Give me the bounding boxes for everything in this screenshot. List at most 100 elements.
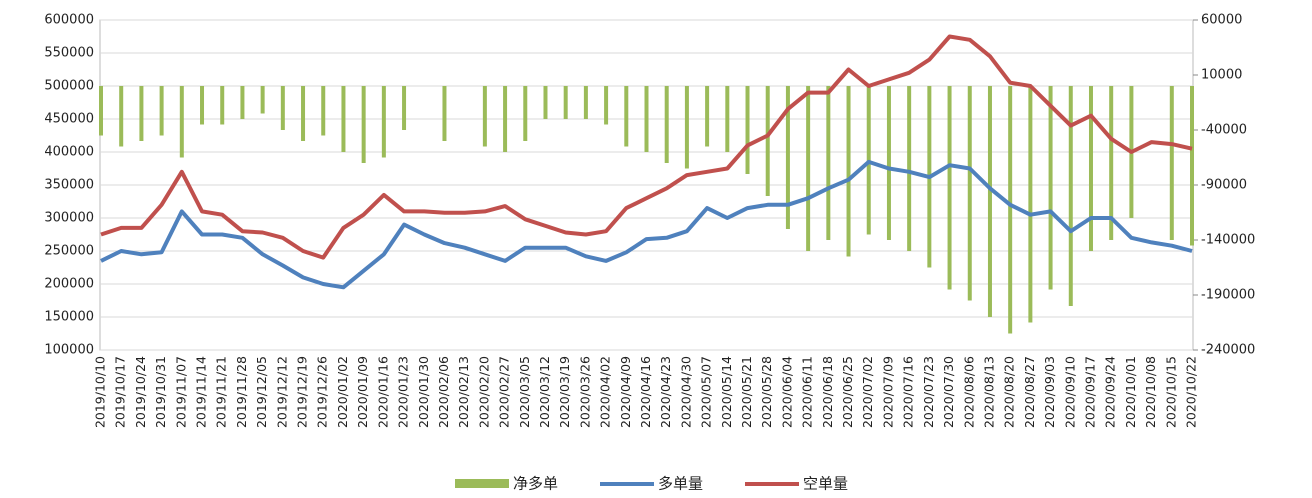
x-tick-label: 2019/12/12: [274, 356, 289, 428]
x-tick-label: 2020/04/09: [618, 356, 633, 428]
x-tick-label: 2019/10/31: [153, 356, 168, 428]
bar: [1169, 86, 1174, 240]
x-tick-label: 2020/07/16: [901, 356, 916, 428]
x-tick-label: 2020/05/14: [719, 356, 734, 428]
x-tick-label: 2020/01/23: [396, 356, 411, 428]
x-tick-label: 2019/10/24: [133, 356, 148, 428]
y-tick-label: 150000: [44, 310, 94, 325]
x-tick-label: 2020/04/02: [598, 356, 613, 428]
y-tick-label: 300000: [44, 211, 94, 226]
bar: [583, 86, 588, 119]
x-tick-label: 2020/03/26: [577, 356, 592, 428]
bar: [543, 86, 548, 119]
y-tick-label: 600000: [44, 13, 94, 28]
x-tick-label: 2019/11/07: [173, 356, 188, 428]
bar: [1048, 86, 1053, 290]
bar: [200, 86, 205, 125]
x-tick-label: 2020/10/01: [1123, 356, 1138, 428]
bar: [482, 86, 487, 147]
bar: [280, 86, 285, 130]
y-tick-label: 450000: [44, 112, 94, 127]
x-tick-label: 2020/05/28: [759, 356, 774, 428]
bar: [765, 86, 770, 196]
x-tick-label: 2020/07/23: [921, 356, 936, 428]
y2-tick-label: 60000: [1201, 13, 1242, 28]
bar: [1068, 86, 1073, 306]
x-tick-label: 2019/12/26: [315, 356, 330, 428]
bar: [624, 86, 629, 147]
bar: [503, 86, 508, 152]
legend-swatch: [455, 479, 509, 488]
x-tick-label: 2020/01/30: [416, 356, 431, 428]
bar: [664, 86, 669, 163]
bar: [1028, 86, 1033, 323]
x-tick-label: 2019/10/17: [113, 356, 128, 428]
bar: [987, 86, 992, 317]
y2-tick-label: -90000: [1201, 178, 1247, 193]
bar: [684, 86, 689, 169]
line: [100, 34, 1193, 260]
y-tick-label: 250000: [44, 244, 94, 259]
bar: [321, 86, 326, 136]
bar: [785, 86, 790, 229]
bar: [1008, 86, 1013, 334]
bar: [886, 86, 891, 240]
x-tick-label: 2020/07/30: [941, 356, 956, 428]
bar: [119, 86, 124, 147]
bar: [967, 86, 972, 301]
bar: [725, 86, 730, 152]
x-tick-label: 2020/09/10: [1062, 356, 1077, 428]
x-tick-label: 2020/06/25: [840, 356, 855, 428]
bar: [806, 86, 811, 251]
x-tick-label: 2020/02/13: [456, 356, 471, 428]
x-tick-label: 2020/08/27: [1022, 356, 1037, 428]
bar: [826, 86, 831, 240]
bar: [341, 86, 346, 152]
x-tick-label: 2020/03/05: [517, 356, 532, 428]
x-tick-label: 2020/08/06: [961, 356, 976, 428]
bar: [947, 86, 952, 290]
y-tick-label: 100000: [44, 343, 94, 358]
bar: [240, 86, 245, 119]
bar: [99, 86, 103, 136]
bar: [179, 86, 184, 158]
y2-tick-label: -40000: [1201, 123, 1247, 138]
x-tick-label: 2019/12/05: [254, 356, 269, 428]
x-tick-label: 2020/01/16: [375, 356, 390, 428]
x-tick-label: 2020/10/15: [1163, 356, 1178, 428]
x-tick-label: 2020/04/16: [638, 356, 653, 428]
bar: [402, 86, 407, 130]
x-tick-label: 2020/01/02: [335, 356, 350, 428]
bar: [1109, 86, 1114, 240]
y-tick-label: 550000: [44, 46, 94, 61]
bar: [260, 86, 265, 114]
bar: [301, 86, 306, 141]
x-tick-label: 2020/02/20: [476, 356, 491, 428]
y-tick-label: 200000: [44, 277, 94, 292]
x-tick-label: 2020/02/06: [436, 356, 451, 428]
x-tick-label: 2020/08/20: [1002, 356, 1017, 428]
legend-label: 空单量: [803, 475, 848, 493]
y-tick-label: 500000: [44, 79, 94, 94]
bar: [220, 86, 225, 125]
x-tick-label: 2020/07/09: [880, 356, 895, 428]
x-tick-label: 2020/08/13: [981, 356, 996, 428]
bar: [604, 86, 609, 125]
x-tick-label: 2020/06/18: [820, 356, 835, 428]
bar: [523, 86, 528, 141]
legend-label: 多单量: [658, 475, 703, 493]
x-tick-label: 2020/01/09: [355, 356, 370, 428]
x-tick-label: 2020/06/04: [779, 356, 794, 428]
x-tick-label: 2019/10/10: [93, 356, 108, 428]
x-tick-label: 2020/09/17: [1082, 356, 1097, 428]
x-tick-label: 2019/11/14: [194, 356, 209, 428]
bar: [1088, 86, 1093, 251]
x-tick-label: 2019/12/19: [295, 356, 310, 428]
bar: [644, 86, 649, 152]
bar: [361, 86, 366, 163]
x-tick-label: 2020/10/08: [1143, 356, 1158, 428]
x-tick-label: 2020/04/30: [678, 356, 693, 428]
line: [100, 159, 1193, 290]
bar: [442, 86, 447, 141]
